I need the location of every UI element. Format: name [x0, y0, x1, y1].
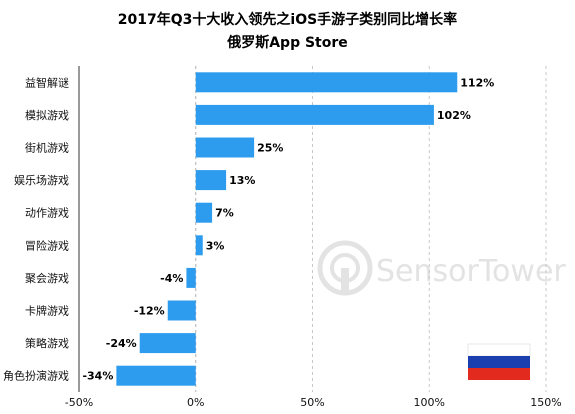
bar	[195, 137, 255, 158]
sensortower-watermark: SensorTower	[317, 240, 566, 296]
bar	[195, 104, 434, 125]
x-tick-label: 0%	[187, 396, 204, 409]
bar	[116, 365, 196, 386]
value-label: -4%	[160, 272, 183, 285]
watermark-brand-text: SensorTower	[376, 254, 566, 289]
bar	[167, 300, 196, 321]
bar	[195, 72, 458, 93]
x-tick-label: 150%	[530, 396, 561, 409]
x-tick-label: 100%	[414, 396, 445, 409]
category-label: 动作游戏	[25, 207, 69, 220]
chart-title: 2017年Q3十大收入领先之iOS手游子类别同比增长率	[117, 12, 458, 28]
category-label: 益智解谜	[25, 75, 69, 89]
value-label: 25%	[257, 142, 283, 155]
sensortower-logo-icon	[317, 240, 373, 296]
category-label: 策略游戏	[25, 336, 69, 350]
value-label: -12%	[134, 305, 165, 318]
category-label: 娱乐场游戏	[14, 173, 69, 187]
bar	[195, 170, 227, 191]
bar	[186, 267, 196, 288]
bar	[195, 235, 203, 256]
value-label: 13%	[229, 174, 255, 187]
category-label: 聚会游戏	[25, 272, 69, 285]
category-label: 卡牌游戏	[25, 304, 69, 318]
category-label: 模拟游戏	[25, 108, 69, 122]
bar	[139, 333, 196, 354]
category-label: 角色扮演游戏	[3, 369, 69, 383]
value-label: -24%	[106, 337, 137, 350]
x-tick-label: -50%	[65, 396, 93, 409]
value-label: 102%	[437, 109, 471, 122]
category-label: 冒险游戏	[25, 238, 69, 252]
bar	[195, 202, 213, 223]
x-tick-label: 50%	[300, 396, 324, 409]
category-label: 街机游戏	[25, 141, 69, 155]
value-label: 112%	[460, 76, 494, 89]
value-label: 3%	[206, 239, 225, 252]
value-label: 7%	[215, 207, 234, 220]
russia-flag-icon	[467, 343, 531, 380]
chart-subtitle: 俄罗斯App Store	[227, 35, 348, 51]
value-label: -34%	[82, 370, 113, 383]
